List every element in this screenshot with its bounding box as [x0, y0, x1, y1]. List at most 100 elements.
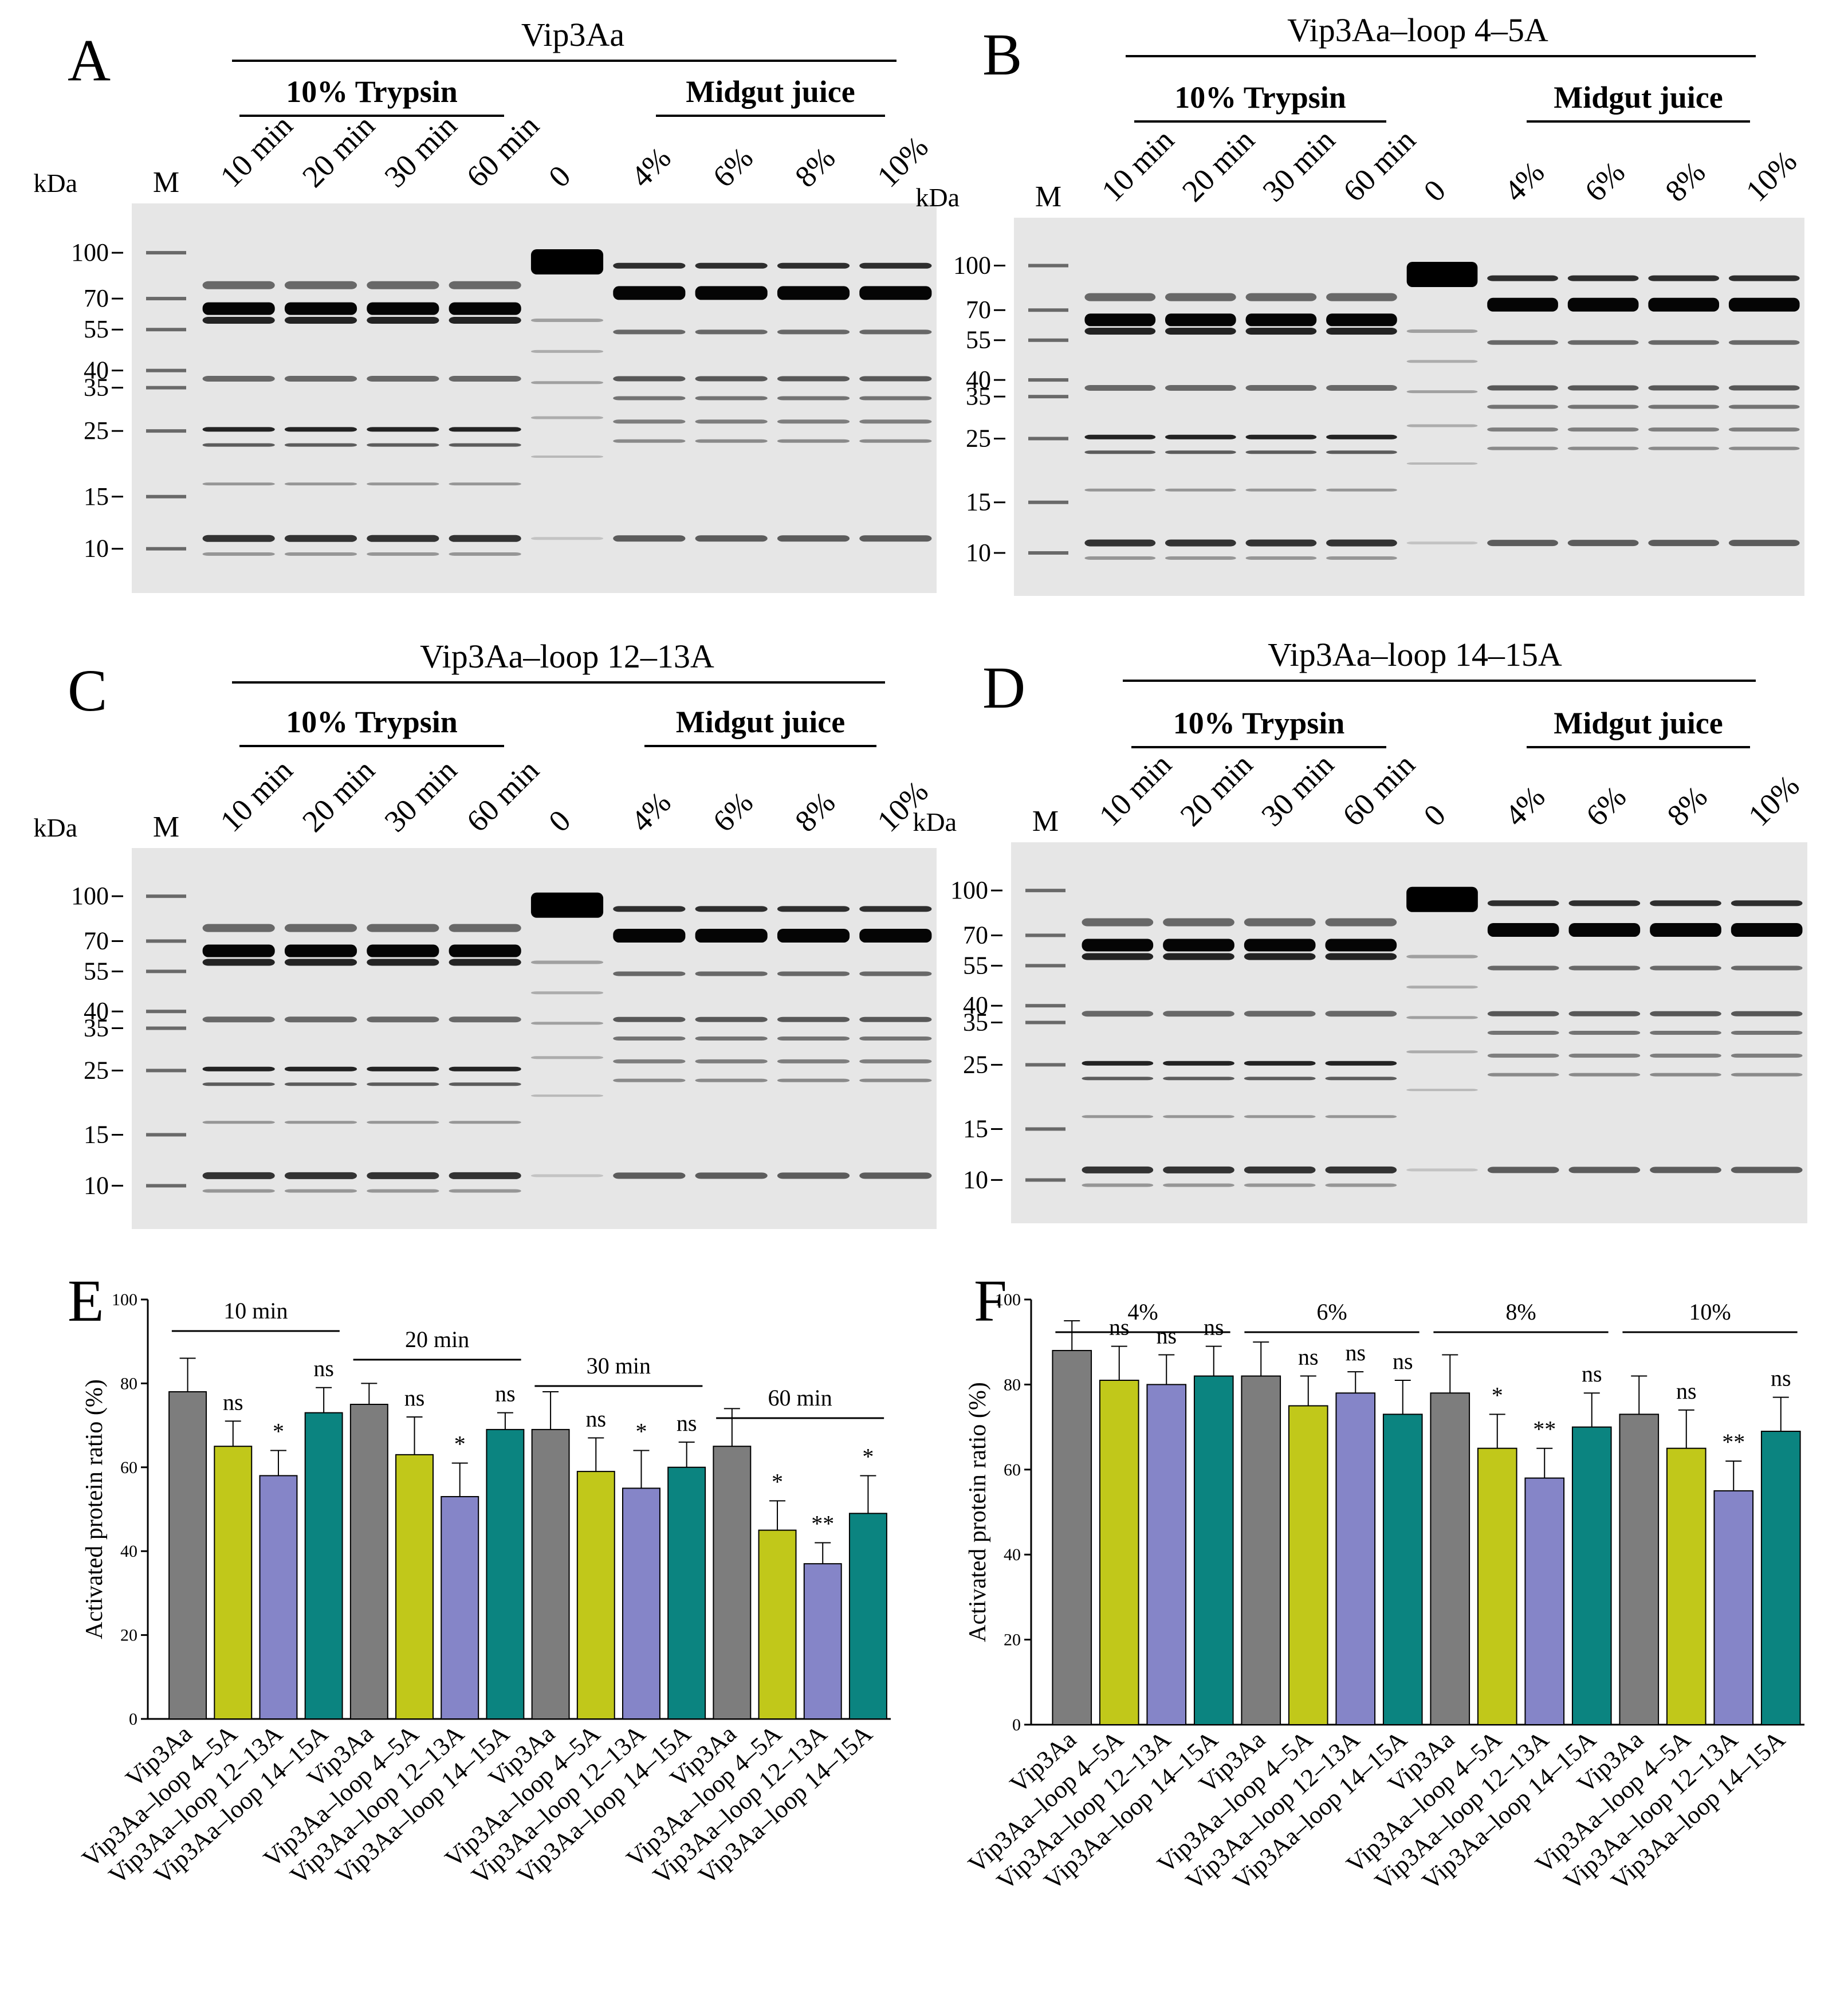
lane-label: 6% [1578, 155, 1631, 208]
marker-label: 15 [963, 1114, 988, 1143]
gel-band [613, 262, 686, 269]
lane-label: 30 min [1255, 747, 1340, 833]
gel-band [1326, 293, 1397, 301]
gel-band [1650, 922, 1721, 937]
gel-band [1165, 450, 1236, 454]
gel-band [1648, 540, 1720, 547]
significance-label: ns [1298, 1344, 1319, 1370]
marker-label: 70 [84, 927, 109, 955]
group-label: 6% [1316, 1299, 1347, 1325]
gel-band [1082, 1061, 1154, 1066]
gel-band [777, 439, 850, 443]
gel-band [1165, 385, 1236, 391]
gel-band [1326, 328, 1397, 335]
gel-band [1487, 1031, 1559, 1035]
marker-label: 70 [84, 284, 109, 312]
gel-band [1245, 313, 1317, 327]
gel-band [695, 1172, 768, 1179]
gel-band [1650, 1011, 1721, 1016]
gel-band [1244, 953, 1316, 960]
lane-label: 6% [1579, 779, 1633, 833]
gel-band [1568, 1053, 1641, 1058]
gel-band [367, 317, 439, 324]
gel-band [530, 381, 604, 384]
gel-band [1728, 446, 1800, 450]
significance-label: ** [1533, 1416, 1556, 1442]
group-label: 8% [1505, 1299, 1536, 1325]
gel-band [1326, 313, 1397, 327]
gel-band [859, 286, 932, 300]
gel-band [367, 427, 439, 432]
gel-band [1084, 434, 1156, 439]
marker-band [146, 297, 186, 301]
gel-band [1084, 556, 1156, 560]
gel-band [1084, 385, 1156, 391]
gel-band [859, 262, 932, 269]
lane-label: 30 min [378, 753, 463, 839]
gel-band [530, 1022, 604, 1025]
lane-label: 4% [624, 140, 677, 194]
bar-E-10 min-Vip3Aa–loop 14–15A [304, 1412, 343, 1720]
significance-label: ** [811, 1511, 834, 1537]
gel-band [777, 1037, 850, 1041]
y-tick-label: 40 [1004, 1545, 1021, 1564]
marker-label: 40 [84, 997, 109, 1025]
gel-band [613, 1059, 686, 1063]
lane-label: 10% [1739, 144, 1803, 208]
lane-label: 4% [1497, 155, 1551, 208]
gel-band [859, 439, 932, 443]
panel-letter: C [68, 658, 107, 724]
y-tick-label: 0 [1012, 1715, 1021, 1734]
gel-band [1244, 939, 1316, 952]
marker-band [146, 1069, 186, 1073]
gel-band [859, 1059, 932, 1063]
gel-band [1568, 1073, 1641, 1077]
gel-band [284, 1121, 357, 1124]
marker-band [146, 494, 186, 498]
gel-band [1728, 275, 1800, 281]
gel-band [1650, 1073, 1721, 1077]
gel-band [1245, 328, 1317, 335]
marker-band [1028, 551, 1068, 555]
gel-band [777, 928, 850, 943]
lane-label: 20 min [1174, 747, 1260, 833]
group-label: 4% [1127, 1299, 1158, 1325]
gel-band [1728, 385, 1800, 391]
gel-band [1244, 918, 1316, 927]
gel-band [1163, 953, 1234, 960]
gel-band [695, 329, 768, 335]
significance-label: * [273, 1419, 284, 1444]
marker-band [146, 328, 186, 332]
gel-band [859, 1016, 932, 1022]
gel-band [284, 1082, 357, 1086]
lane-label: 60 min [460, 753, 546, 839]
group-label: 30 min [587, 1353, 651, 1379]
gel-band [859, 376, 932, 382]
marker-lane-label: M [153, 811, 179, 843]
lane-label: 20 min [296, 108, 382, 194]
bar-F-4%-Vip3Aa–loop 14–15A [1193, 1375, 1234, 1726]
significance-label: ns [1109, 1314, 1130, 1340]
gel-band [1406, 1016, 1478, 1019]
gel-band [202, 302, 275, 315]
gel-band [613, 419, 686, 424]
gel-band [1648, 446, 1720, 450]
gel-band [367, 376, 439, 382]
bar-F-10%-Vip3Aa–loop 4–5A [1666, 1447, 1707, 1725]
gel-band [777, 262, 850, 269]
lane-label: 60 min [460, 108, 546, 194]
gel-title: Vip3Aa–loop 12–13A [420, 638, 714, 675]
gel-band [859, 1172, 932, 1179]
gel-band [1406, 955, 1478, 959]
marker-label: 40 [963, 991, 988, 1019]
gel-band [695, 1037, 768, 1041]
trypsin-header: 10% Trypsin [1173, 706, 1345, 740]
gel-band [1326, 385, 1397, 391]
gel-band [1648, 385, 1720, 391]
gel-band [1487, 385, 1558, 391]
lane-label: 8% [788, 140, 842, 194]
gel-band [202, 1189, 275, 1193]
chart-F: F 0 20 40 60 80 100 Activated protein ratio (%)… [963, 1268, 1804, 1895]
gel-band [1244, 1061, 1316, 1066]
gel-band [1406, 886, 1478, 912]
